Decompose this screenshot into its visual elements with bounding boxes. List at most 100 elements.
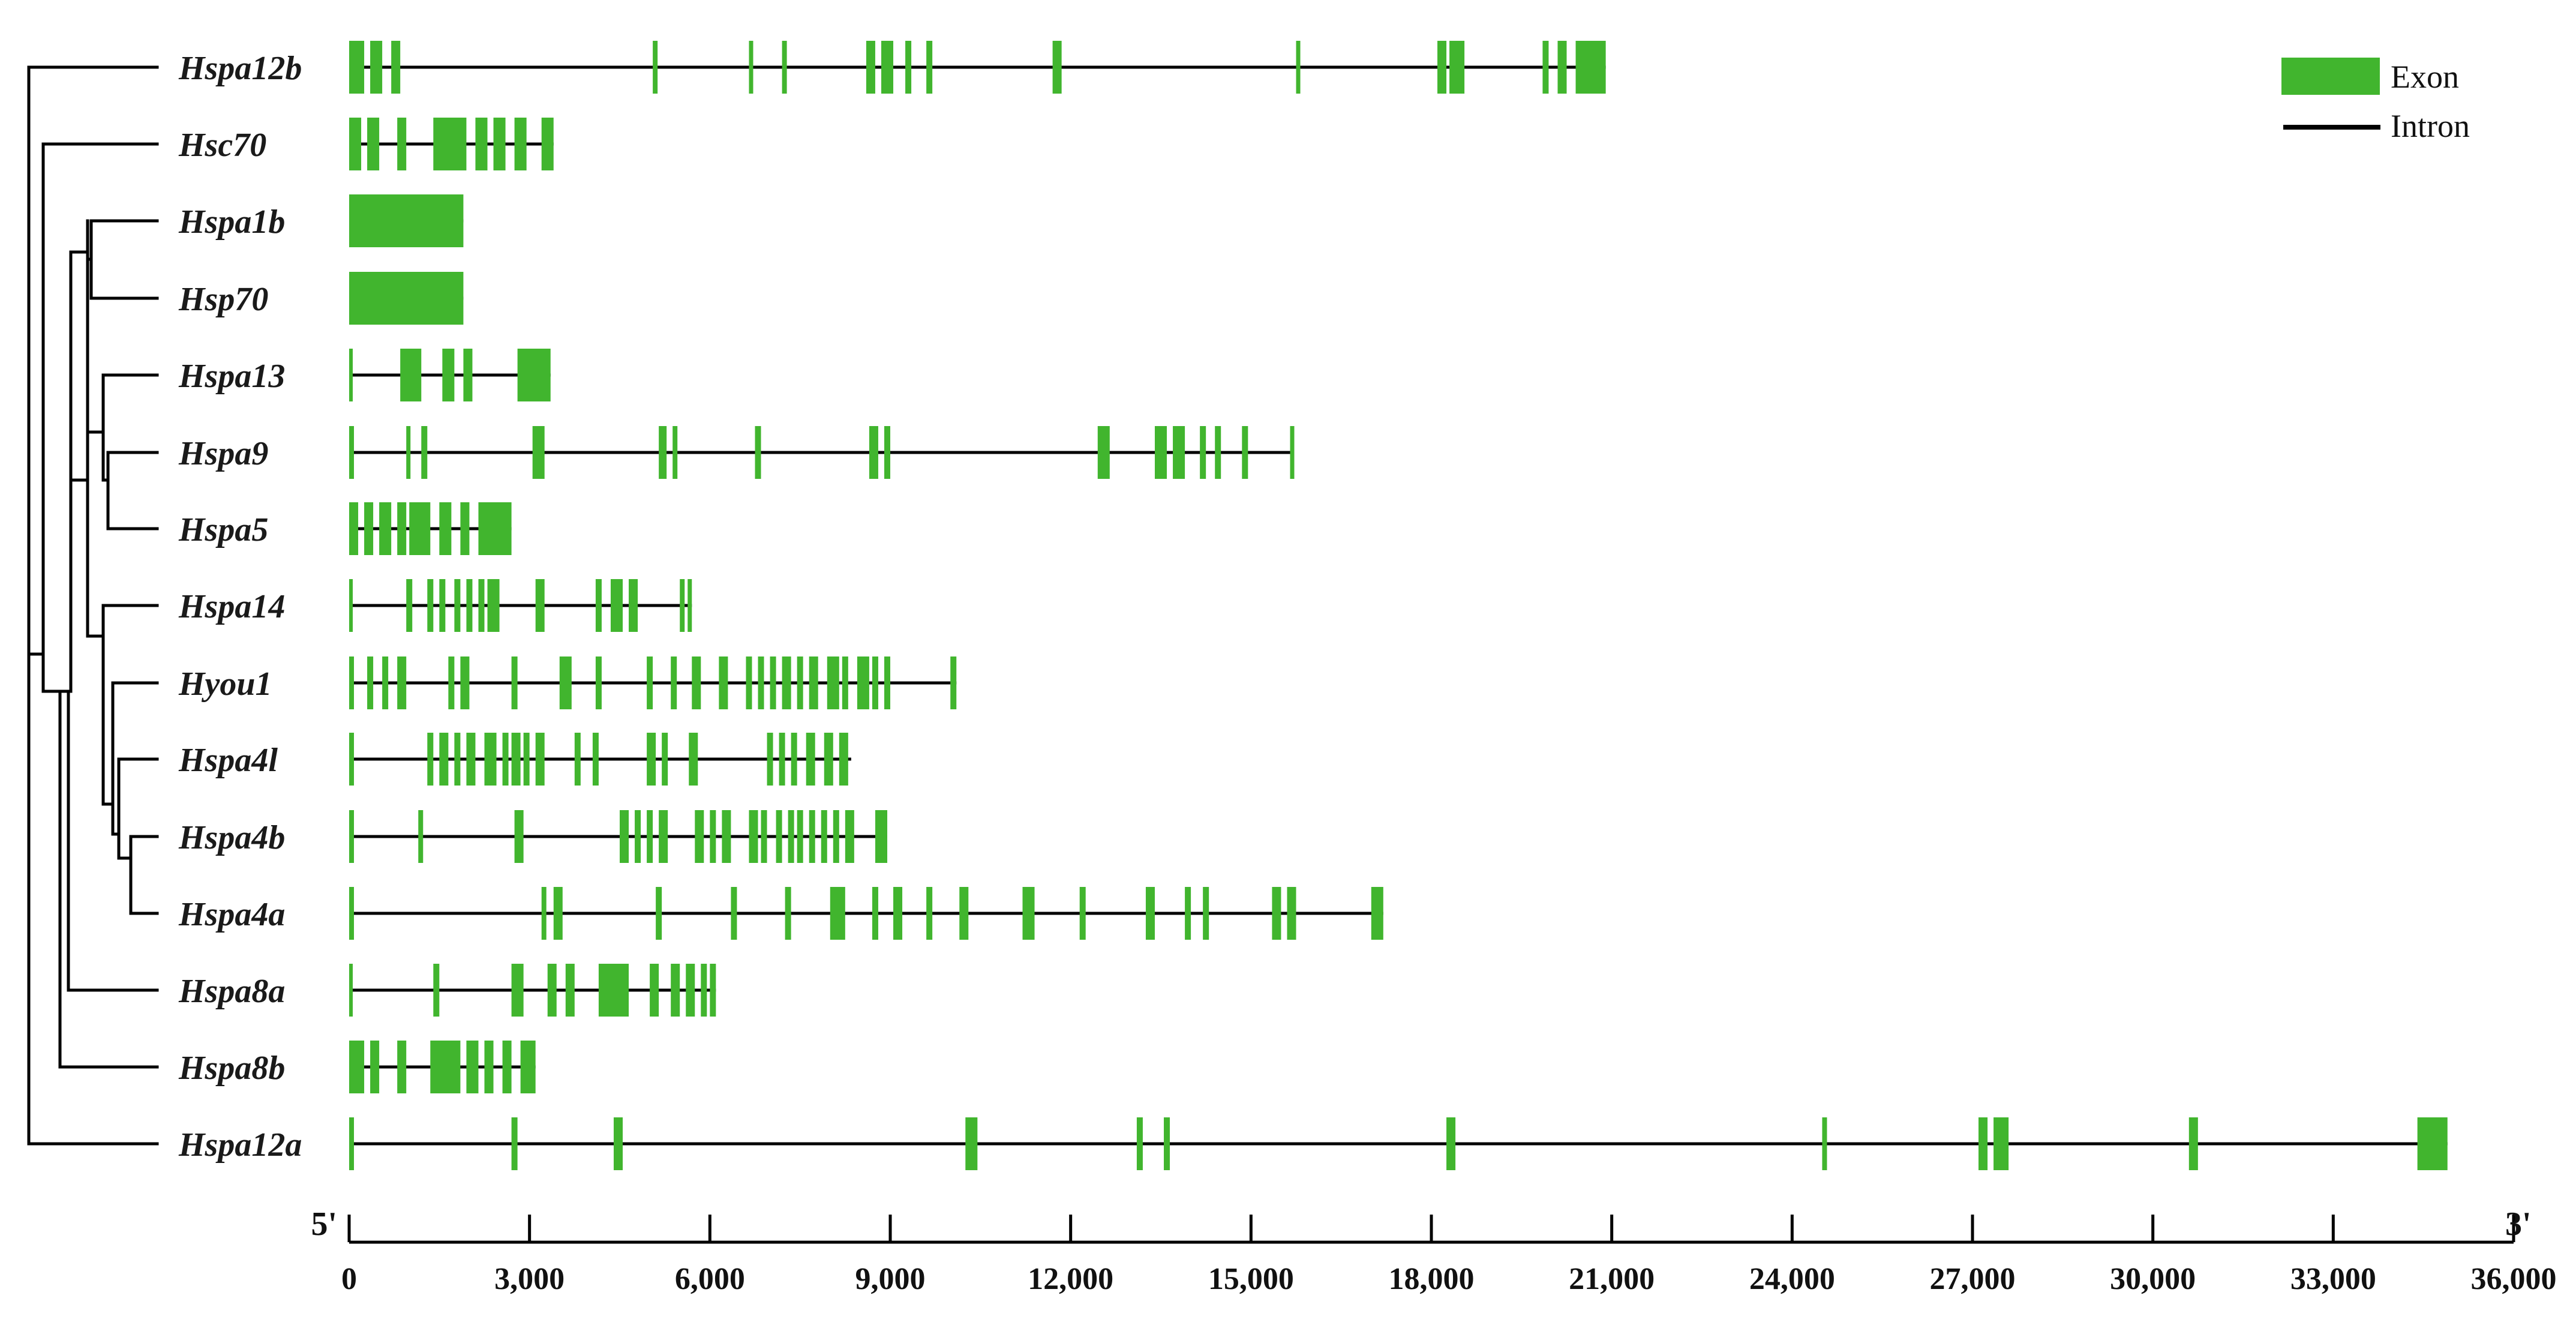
exon-block: [511, 656, 518, 709]
x-tick-label: 0: [341, 1262, 357, 1296]
exon-block: [1542, 41, 1549, 94]
exon-block: [1242, 426, 1248, 479]
exon-block: [439, 579, 446, 632]
exon-block: [574, 733, 581, 786]
exon-block: [349, 1117, 355, 1170]
exon-block: [349, 964, 353, 1017]
exon-block: [656, 887, 662, 940]
gene-label: Hspa4b: [178, 819, 285, 856]
exon-block: [926, 41, 933, 94]
x-axis-ticks: 0 3,000 6,000 9,000 12,000 15,000 18,000 21,000…: [341, 1215, 2557, 1296]
x-tick-label: 24,000: [1749, 1262, 1835, 1296]
gene-label: Hspa1b: [178, 203, 285, 241]
exon-block: [809, 810, 815, 863]
gene-label: Hspa9: [178, 435, 268, 472]
phylogenetic-tree: [27, 65, 159, 1146]
exon-block: [1022, 887, 1035, 940]
exon-block: [1203, 887, 1209, 940]
exon-block: [478, 579, 485, 632]
legend-exon-label: Exon: [2391, 59, 2459, 95]
gene-label: Hspa14: [178, 588, 285, 625]
exon-block: [523, 733, 530, 786]
exon-block: [1145, 887, 1155, 940]
exon-block: [613, 1117, 623, 1170]
exon-block: [659, 426, 667, 479]
exon-block: [884, 426, 890, 479]
exon-block: [635, 810, 641, 863]
gene-label: Hspa4l: [178, 742, 278, 779]
exon-block: [761, 810, 767, 863]
exon-block: [872, 656, 878, 709]
exon-block: [650, 964, 659, 1017]
exon-block: [692, 656, 701, 709]
exon-block: [830, 887, 845, 940]
exon-block: [2417, 1117, 2448, 1170]
gene-row: [349, 426, 1295, 479]
exon-block: [1446, 1117, 1456, 1170]
gene-row: [349, 964, 716, 1017]
gene-label: Hspa4a: [178, 896, 285, 933]
exon-block: [1557, 41, 1567, 94]
exon-block: [517, 349, 551, 401]
exon-block: [1185, 887, 1191, 940]
x-tick-label: 21,000: [1569, 1262, 1655, 1296]
exon-block: [842, 656, 848, 709]
exon-block: [659, 810, 668, 863]
exon-block: [1215, 426, 1221, 479]
gene-row: [349, 502, 512, 555]
exon-block: [370, 41, 383, 94]
gene-label: Hspa12a: [178, 1126, 302, 1164]
exon-block: [397, 656, 407, 709]
exon-block: [806, 733, 815, 786]
exon-block: [824, 733, 833, 786]
exon-block: [653, 41, 658, 94]
five-prime-label: 5': [311, 1206, 337, 1243]
exon-block: [511, 964, 524, 1017]
exon-block: [391, 41, 401, 94]
gene-label: Hspa13: [178, 358, 285, 395]
exon-block: [647, 656, 653, 709]
gene-row: [349, 579, 692, 632]
exon-block: [1437, 41, 1447, 94]
exon-block: [821, 810, 827, 863]
exon-block: [647, 733, 656, 786]
exon-block: [484, 1041, 494, 1093]
exon-block: [1575, 41, 1606, 94]
exon-block: [782, 656, 791, 709]
exon-block: [872, 887, 878, 940]
exon-block: [520, 1041, 536, 1093]
gene-row: [349, 887, 1383, 940]
gene-row: [349, 733, 851, 786]
exon-block: [475, 118, 488, 170]
exon-block: [349, 272, 464, 325]
exon-block: [364, 502, 374, 555]
exon-block: [776, 810, 782, 863]
exon-block: [710, 964, 716, 1017]
exon-block: [687, 579, 692, 632]
exon-block: [367, 118, 380, 170]
exon-block: [466, 1041, 479, 1093]
exon-block: [662, 733, 668, 786]
exon-block: [427, 579, 434, 632]
gene-label: Hsc70: [178, 127, 266, 164]
exon-block: [418, 810, 424, 863]
exon-block: [595, 656, 602, 709]
exon-block: [845, 810, 854, 863]
exon-block: [869, 426, 878, 479]
legend: Exon Intron: [2281, 58, 2470, 144]
exon-block: [1296, 41, 1301, 94]
exon-block: [349, 1041, 365, 1093]
exon-block: [857, 656, 869, 709]
exon-block: [767, 733, 773, 786]
exon-block: [1173, 426, 1185, 479]
exon-block: [406, 426, 411, 479]
exon-block: [349, 41, 365, 94]
exon-block: [406, 579, 413, 632]
exon-block: [1993, 1117, 2009, 1170]
exon-block: [349, 118, 362, 170]
exon-block: [749, 41, 753, 94]
exon-block: [367, 656, 374, 709]
exon-block: [1290, 426, 1295, 479]
exon-block: [397, 1041, 407, 1093]
